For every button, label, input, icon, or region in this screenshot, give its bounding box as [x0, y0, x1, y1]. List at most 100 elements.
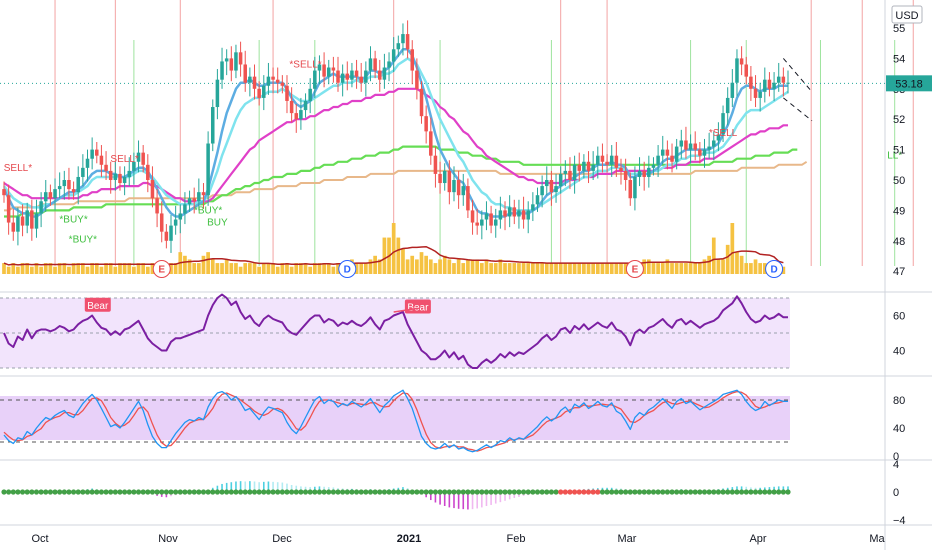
last-price-badge: 53.18 [886, 75, 932, 92]
candle-body [572, 164, 577, 180]
volume-bar [25, 263, 30, 274]
price-tick: 50 [893, 175, 905, 187]
volume-bar [243, 263, 248, 274]
candle-body [568, 170, 572, 180]
volume-bar [220, 263, 224, 274]
zero-dot [367, 489, 374, 495]
candle-body [215, 79, 220, 108]
candle-body [266, 76, 271, 86]
candle-body [280, 82, 285, 86]
volume-bar [600, 263, 605, 274]
volume-bar [76, 263, 81, 274]
volume-bar [572, 263, 577, 274]
volume-bar [442, 255, 447, 274]
candle-body [549, 180, 554, 193]
price-tick: 49 [893, 205, 905, 217]
candle-body [141, 152, 145, 165]
candle-body [187, 198, 192, 205]
volume-bar [415, 259, 419, 274]
signal-label: *BUY* [194, 205, 222, 216]
zero-dot [785, 489, 791, 495]
price-tick: 47 [893, 266, 905, 278]
zero-dot [636, 489, 643, 495]
event-circle [338, 260, 357, 278]
candle-body [373, 58, 377, 71]
zero-dot [15, 489, 21, 495]
zero-dot [451, 489, 457, 495]
signal-label: *SELL* [289, 60, 321, 71]
volume-bar [118, 263, 122, 274]
zero-dot [1, 489, 7, 495]
grid-lines [0, 82, 885, 443]
volume-bar [71, 263, 76, 274]
volume-bar [127, 263, 132, 274]
volume-bar [762, 263, 767, 274]
ma-magenta-line [3, 87, 788, 203]
zero-dot [149, 489, 156, 495]
candle-body [730, 82, 735, 98]
candle-body [642, 170, 646, 177]
date-tick: Dec [272, 533, 292, 545]
volume-bar [57, 263, 62, 274]
candle-body [210, 107, 215, 144]
zero-dot [400, 489, 406, 495]
stoch-d-line [3, 390, 788, 452]
signal-label: *BUY* [59, 215, 87, 226]
candle-body [331, 67, 336, 71]
rsi-tick: 60 [893, 311, 905, 323]
zero-dot [632, 489, 638, 495]
zero-dot [233, 489, 239, 495]
zero-dot [131, 489, 137, 495]
volume-bar [679, 263, 684, 274]
candle-body [6, 195, 11, 223]
zero-dot [377, 489, 383, 495]
stoch-tick: 0 [893, 451, 899, 463]
zero-dot [168, 489, 174, 495]
zero-dot [270, 489, 276, 495]
zero-dot [395, 489, 401, 495]
zero-dot [98, 489, 105, 495]
candle-body [475, 222, 479, 226]
candle-body [684, 140, 688, 150]
stoch-tick: 40 [893, 423, 905, 435]
volume-bar [595, 263, 600, 274]
candle-body [628, 180, 633, 199]
volume-bar [62, 263, 67, 274]
zero-dot [386, 489, 392, 495]
candle-body [336, 70, 340, 83]
candle-body [30, 210, 34, 229]
rsi-band [0, 298, 790, 368]
zero-dot [627, 489, 633, 495]
zero-dot [61, 489, 67, 495]
volume-bar [544, 263, 549, 274]
candle-body [786, 82, 790, 84]
zero-dot [511, 489, 517, 495]
volume-bar [271, 263, 275, 274]
candle-body [313, 70, 317, 89]
volume-bar [684, 263, 688, 274]
zero-dot [200, 489, 207, 495]
volume-bar [81, 263, 85, 274]
zero-dot [664, 489, 670, 495]
event-marker: D [765, 260, 784, 278]
zero-dot [576, 489, 582, 495]
time-axis[interactable]: Oct Nov Dec 2021 Feb Mar Apr Ma [31, 533, 885, 545]
candle-body [378, 70, 382, 80]
volume-bar [591, 263, 596, 274]
volume-bar [530, 263, 535, 274]
zero-dot [548, 489, 555, 495]
candle-body [289, 100, 294, 114]
zero-dot [237, 489, 244, 495]
candle-body [753, 88, 758, 98]
volume-bar [113, 266, 118, 274]
volume-bar [391, 223, 396, 274]
candle-body [197, 192, 201, 202]
volume-bar [438, 259, 442, 274]
rsi-pane: Bear Bear [3, 293, 788, 369]
volume-bars [2, 223, 786, 274]
zero-dot [321, 489, 327, 495]
volume-bar [280, 263, 285, 274]
volume-bar [489, 263, 493, 274]
